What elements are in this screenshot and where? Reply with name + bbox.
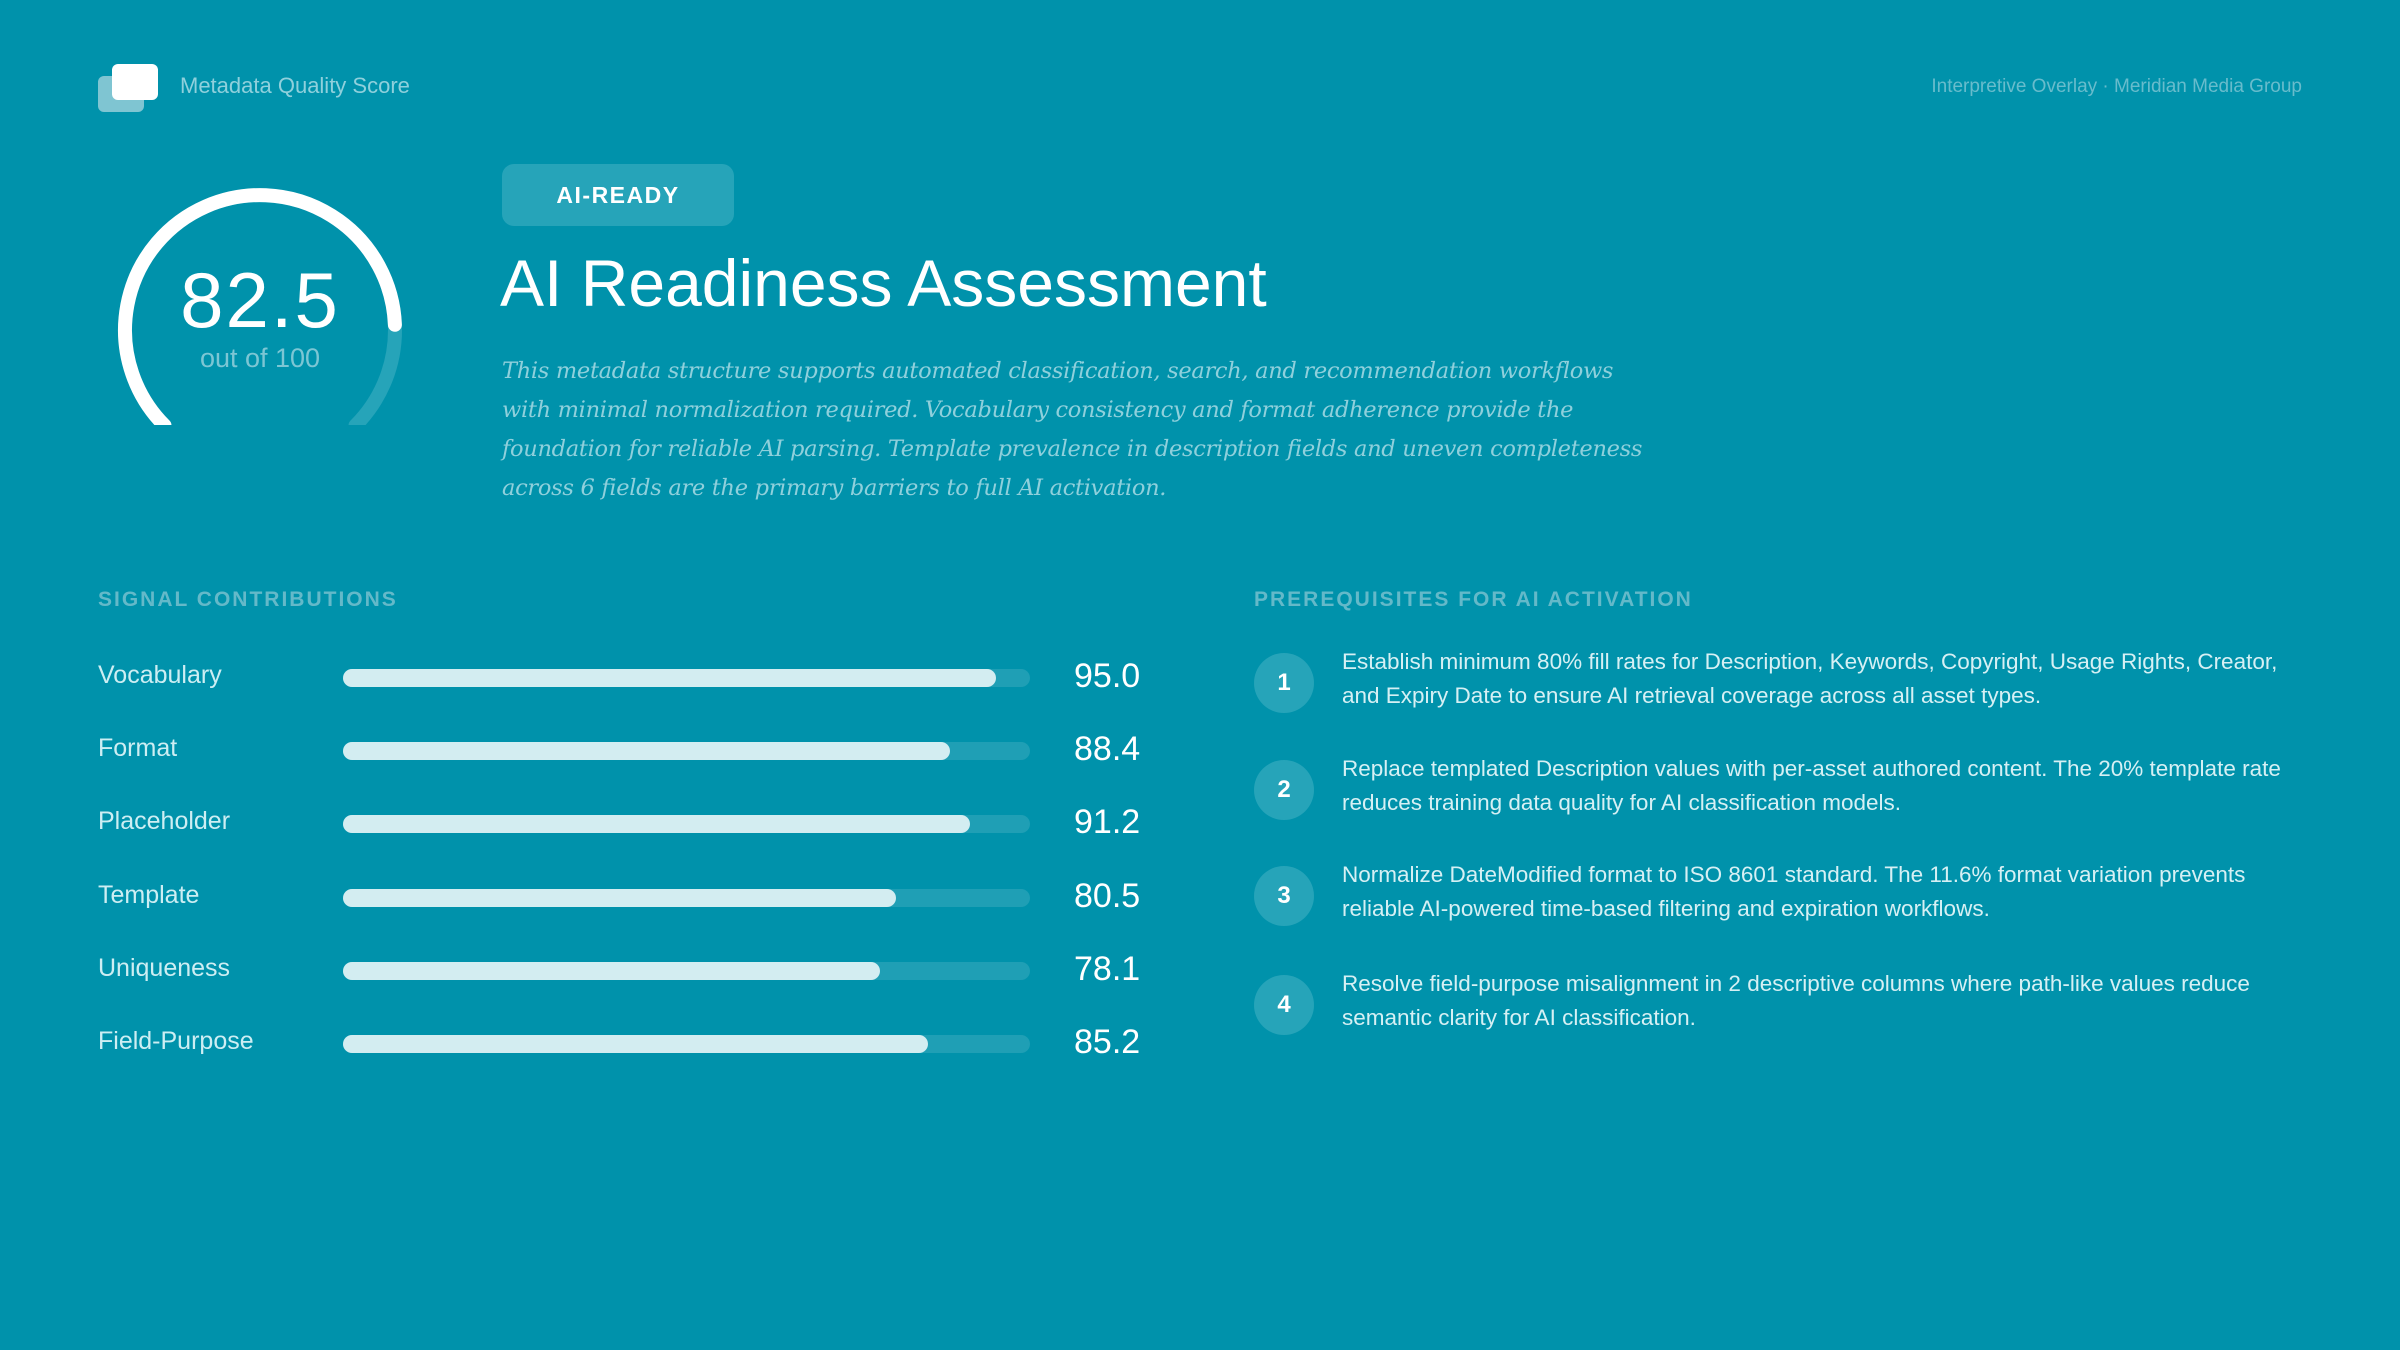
signal-value: 88.4 (1074, 730, 1141, 769)
stacked-cards-icon (98, 64, 160, 114)
signal-bar-track (343, 961, 1030, 980)
signals-heading: SIGNAL CONTRIBUTIONS (98, 588, 398, 611)
step-number-badge: 4 (1254, 975, 1314, 1035)
signal-label: Field-Purpose (98, 1027, 254, 1055)
signal-row: Vocabulary 95.0 (98, 657, 1148, 697)
signal-value: 85.2 (1074, 1023, 1141, 1061)
assessment-summary: This metadata structure supports automat… (502, 358, 1643, 501)
prerequisite-text: Resolve field-purpose misalignment in 2 … (1342, 971, 2250, 1030)
signal-label: Uniqueness (98, 953, 231, 982)
status-badge: AI-READY (502, 164, 734, 226)
prerequisites-heading: PREREQUISITES FOR AI ACTIVATION (1254, 588, 1693, 611)
signal-row: Template 80.5 (98, 877, 1148, 917)
step-number-badge: 3 (1254, 866, 1314, 926)
signal-value: 80.5 (1074, 876, 1141, 915)
signal-row: Uniqueness 78.1 (98, 950, 1148, 990)
score-value: 82.5 (180, 256, 340, 344)
signal-row: Format 88.4 (98, 730, 1148, 770)
signal-bar-fill (343, 815, 970, 834)
signal-bar-track (343, 815, 1030, 834)
prerequisite-text: Replace templated Description values wit… (1342, 756, 2281, 815)
prerequisite-text: Normalize DateModified format to ISO 860… (1342, 862, 2246, 921)
signal-bar-fill (343, 961, 880, 980)
signal-bar-track (343, 742, 1030, 761)
page-title: AI Readiness Assessment (500, 246, 1267, 320)
signal-label: Vocabulary (98, 661, 222, 689)
context-label: Interpretive Overlay · Meridian Media Gr… (1931, 76, 2302, 97)
signal-bar-track (343, 888, 1030, 907)
signal-row: Placeholder 91.2 (98, 803, 1148, 843)
signal-bar-fill (343, 1035, 929, 1053)
signal-bar-track (343, 669, 1030, 687)
signal-value: 91.2 (1074, 803, 1141, 842)
signal-value: 95.0 (1074, 657, 1141, 695)
signal-bar-fill (343, 742, 951, 761)
prerequisite-text: Establish minimum 80% fill rates for Des… (1342, 649, 2278, 708)
step-number-badge: 1 (1254, 653, 1314, 713)
gauge-arc-icon (118, 188, 402, 425)
score-gauge: 82.5 out of 100 (110, 185, 410, 425)
top-bar: Metadata Quality Score Interpretive Over… (98, 64, 2302, 114)
signal-value: 78.1 (1074, 949, 1141, 988)
signal-bar-fill (343, 669, 996, 687)
app-title: Metadata Quality Score (180, 73, 410, 98)
score-max-label: out of 100 (199, 343, 321, 373)
signal-label: Format (98, 734, 178, 763)
signal-row: Field-Purpose 85.2 (98, 1023, 1148, 1063)
signal-label: Template (98, 880, 200, 909)
signal-label: Placeholder (98, 807, 231, 836)
step-number-badge: 2 (1254, 760, 1314, 820)
signal-bar-track (343, 1035, 1030, 1053)
signal-bar-fill (343, 888, 897, 907)
